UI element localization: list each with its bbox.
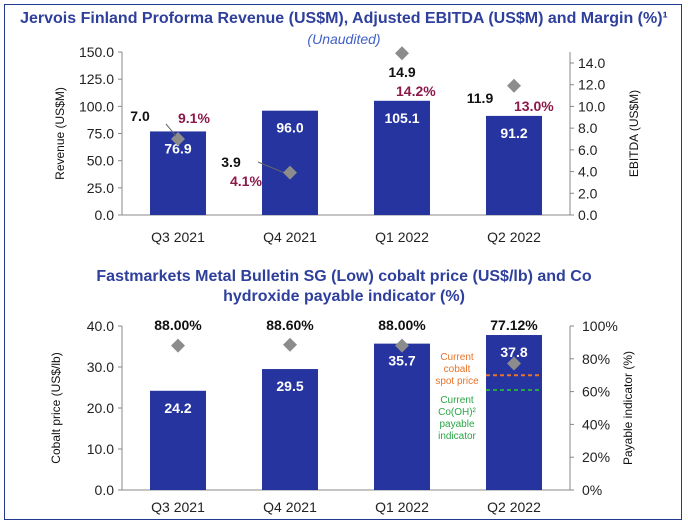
ebitda-marker xyxy=(395,46,409,61)
y-tick-label: 20.0 xyxy=(87,400,114,416)
y-tick-label: 25.0 xyxy=(87,180,114,196)
reference-line-label: payable xyxy=(439,419,474,430)
y-axis-label: Cobalt price (US$/lb) xyxy=(49,352,63,463)
y-tick-label: 150.0 xyxy=(79,44,114,60)
ebitda-marker xyxy=(283,165,297,180)
y2-tick-label: 40% xyxy=(582,416,610,432)
x-tick-label: Q1 2022 xyxy=(375,499,429,515)
payable-indicator-label: 88.60% xyxy=(266,317,314,333)
payable-indicator-marker xyxy=(507,356,521,371)
cobalt-price-bar-label: 24.2 xyxy=(164,400,191,416)
x-tick-label: Q4 2021 xyxy=(263,229,317,245)
y-tick-label: 0.0 xyxy=(95,207,115,223)
x-tick-label: Q1 2022 xyxy=(375,229,429,245)
chart-frame xyxy=(4,4,682,520)
y-tick-label: 40.0 xyxy=(87,318,114,334)
ebitda-marker xyxy=(171,132,185,146)
cobalt-price-bar xyxy=(150,390,206,490)
y-tick-label: 10.0 xyxy=(87,441,114,457)
y-tick-label: 125.0 xyxy=(79,71,114,87)
y-tick-label: 50.0 xyxy=(87,153,114,169)
y2-tick-label: 80% xyxy=(582,351,610,367)
y2-tick-label: 14.0 xyxy=(578,55,605,71)
revenue-bar-label: 105.1 xyxy=(384,110,419,126)
ebitda-marker xyxy=(507,78,521,93)
y2-tick-label: 12.0 xyxy=(578,77,605,93)
cobalt-price-bar-label: 37.8 xyxy=(500,344,527,360)
y2-tick-label: 20% xyxy=(582,449,610,465)
margin-label: 4.1% xyxy=(230,173,262,189)
payable-indicator-marker xyxy=(283,337,297,352)
reference-line-label: spot price xyxy=(435,376,479,387)
payable-indicator-label: 88.00% xyxy=(378,317,426,333)
ebitda-label: 3.9 xyxy=(221,154,241,170)
payable-indicator-label: 88.00% xyxy=(154,317,202,333)
y-tick-label: 0.0 xyxy=(95,482,115,498)
y-axis-label: Revenue (US$M) xyxy=(53,87,67,180)
margin-label: 13.0% xyxy=(514,98,554,114)
cobalt-price-bar xyxy=(374,343,430,490)
revenue-bar xyxy=(262,110,318,215)
x-tick-label: Q4 2021 xyxy=(263,499,317,515)
x-tick-label: Q2 2022 xyxy=(487,229,541,245)
revenue-bar-label: 91.2 xyxy=(500,125,527,141)
x-tick-label: Q2 2022 xyxy=(487,499,541,515)
chart-1-subtitle: (Unaudited) xyxy=(307,31,381,47)
y-tick-label: 75.0 xyxy=(87,126,114,142)
margin-leader-line xyxy=(165,123,177,137)
y2-tick-label: 0% xyxy=(582,482,602,498)
chart-2-title-line-1: Fastmarkets Metal Bulletin SG (Low) coba… xyxy=(96,268,592,285)
cobalt-price-bar-label: 29.5 xyxy=(276,378,303,394)
chart-2-title-line-2: hydroxide payable indicator (%) xyxy=(223,288,465,305)
y2-tick-label: 2.0 xyxy=(578,185,598,201)
margin-label: 14.2% xyxy=(396,83,436,99)
y2-tick-label: 8.0 xyxy=(578,120,598,136)
payable-indicator-marker xyxy=(395,338,409,353)
revenue-ebitda-chart: 0.0 25.0 50.0 75.0 100.0 125.0 150.0 0.0 2.0 4.0 6… xyxy=(53,44,641,245)
revenue-bar xyxy=(374,100,430,215)
y-tick-label: 100.0 xyxy=(79,98,114,114)
reference-line-label: Current xyxy=(440,352,474,363)
y2-tick-label: 60% xyxy=(582,384,610,400)
y2-axis-label: Payable indicator (%) xyxy=(621,351,635,465)
ebitda-label: 7.0 xyxy=(130,108,150,124)
revenue-bar-label: 76.9 xyxy=(164,140,191,156)
reference-line-label: Current xyxy=(440,395,474,406)
reference-line-label: indicator xyxy=(438,431,476,442)
margin-label: 9.1% xyxy=(178,110,210,126)
cobalt-price-bar xyxy=(262,369,318,490)
payable-indicator-marker xyxy=(171,338,185,353)
revenue-bar-label: 96.0 xyxy=(276,120,303,136)
x-tick-label: Q3 2021 xyxy=(151,499,205,515)
ebitda-leader-line xyxy=(257,161,285,174)
y2-tick-label: 0.0 xyxy=(578,207,598,223)
y2-tick-label: 100% xyxy=(582,318,618,334)
revenue-bar xyxy=(486,115,542,215)
y2-tick-label: 10.0 xyxy=(578,98,605,114)
chart-1-title: Jervois Finland Proforma Revenue (US$M),… xyxy=(20,10,668,27)
y2-axis-label: EBITDA (US$M) xyxy=(627,90,641,177)
ebitda-label: 11.9 xyxy=(467,90,494,106)
payable-indicator-label: 77.12% xyxy=(490,317,538,333)
ebitda-label: 14.9 xyxy=(388,64,415,80)
reference-line-label: Co(OH)² xyxy=(438,407,476,418)
cobalt-price-bar-label: 35.7 xyxy=(388,353,415,369)
y-tick-label: 30.0 xyxy=(87,359,114,375)
reference-line-label: cobalt xyxy=(444,364,471,375)
x-tick-label: Q3 2021 xyxy=(151,229,205,245)
y2-tick-label: 6.0 xyxy=(578,142,598,158)
y2-tick-label: 4.0 xyxy=(578,164,598,180)
